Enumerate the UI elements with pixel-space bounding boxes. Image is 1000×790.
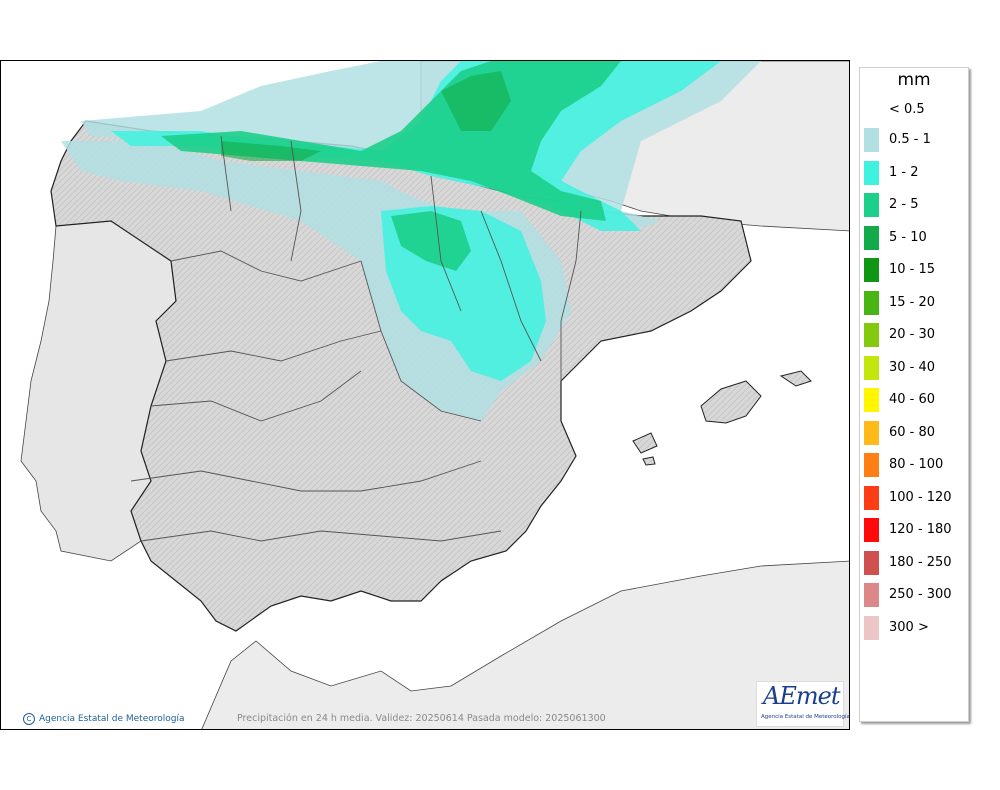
legend-label: 0.5 - 1 [889,132,931,147]
legend-label: 60 - 80 [889,424,936,440]
legend-item: 5 - 10 [864,225,964,250]
legend: mm < 0.5 0.5 - 1 1 - 2 2 - 5 5 - 10 10 - 15 1… [859,67,969,722]
legend-label: 30 - 40 [889,359,936,375]
legend-swatch [864,485,879,510]
legend-swatch [864,290,879,315]
regional-borders [130,135,582,542]
mallorca [700,380,762,424]
legend-label: 20 - 30 [889,327,936,342]
legend-item: 300 > [864,615,964,640]
menorca [779,370,812,387]
legend-item: 120 - 180 [864,518,964,542]
legend-swatch [864,388,879,412]
legend-swatch [864,193,879,217]
legend-item: 30 - 40 [864,355,964,380]
legend-item: 10 - 15 [864,258,964,282]
map-frame: C Agencia Estatal de Meteorología Precipi… [0,60,850,730]
legend-swatch [864,550,879,575]
legend-swatch [864,355,879,380]
legend-label: 300 > [889,619,929,635]
legend-swatch [864,128,879,152]
legend-label: 120 - 180 [889,522,952,537]
legend-label: 10 - 15 [889,262,936,277]
legend-swatch [864,160,879,185]
legend-label: 180 - 250 [889,554,952,570]
legend-item: 100 - 120 [864,485,964,510]
legend-item: 40 - 60 [864,388,964,412]
precip-2-5-ebro [391,211,471,271]
legend-label: 2 - 5 [889,197,919,212]
legend-label: 5 - 10 [889,229,927,245]
legend-unit: mm [897,70,931,90]
legend-label: 1 - 2 [889,164,919,180]
copyright-icon: C [23,713,35,725]
aemet-logo: AEmet Agencia Estatal de Meteorología [756,681,849,727]
precipitation-map [1,61,849,729]
ibiza [632,432,658,454]
map-caption: Precipitación en 24 h media. Validez: 20… [237,713,606,724]
legend-swatch [864,615,879,640]
legend-below-label: < 0.5 [889,102,925,117]
legend-item: 250 - 300 [864,583,964,607]
legend-item: 60 - 80 [864,420,964,445]
legend-item: 2 - 5 [864,193,964,217]
legend-label: 15 - 20 [889,294,936,310]
africa-land [201,560,849,729]
legend-label: 80 - 100 [889,457,944,472]
formentera [642,456,656,466]
legend-swatch [864,583,879,607]
footer-credit: C Agencia Estatal de Meteorología [23,713,185,725]
legend-item: 1 - 2 [864,160,964,185]
precip-5-10-cantabria [221,141,321,161]
legend-swatch [864,225,879,250]
legend-swatch [864,323,879,347]
logo-subtitle: Agencia Estatal de Meteorología [761,714,850,720]
legend-item: 180 - 250 [864,550,964,575]
legend-swatch [864,258,879,282]
legend-swatch [864,453,879,477]
credit-text: Agencia Estatal de Meteorología [39,714,185,724]
legend-label: 40 - 60 [889,392,936,407]
precip-5-10-biscay [441,71,511,131]
legend-label: 100 - 120 [889,489,952,505]
logo-text: AEmet [763,682,840,710]
legend-item: 20 - 30 [864,323,964,347]
legend-item: 0.5 - 1 [864,128,964,152]
legend-item: 80 - 100 [864,453,964,477]
legend-item: 15 - 20 [864,290,964,315]
legend-swatch [864,420,879,445]
legend-label: 250 - 300 [889,587,952,602]
legend-swatch [864,518,879,542]
